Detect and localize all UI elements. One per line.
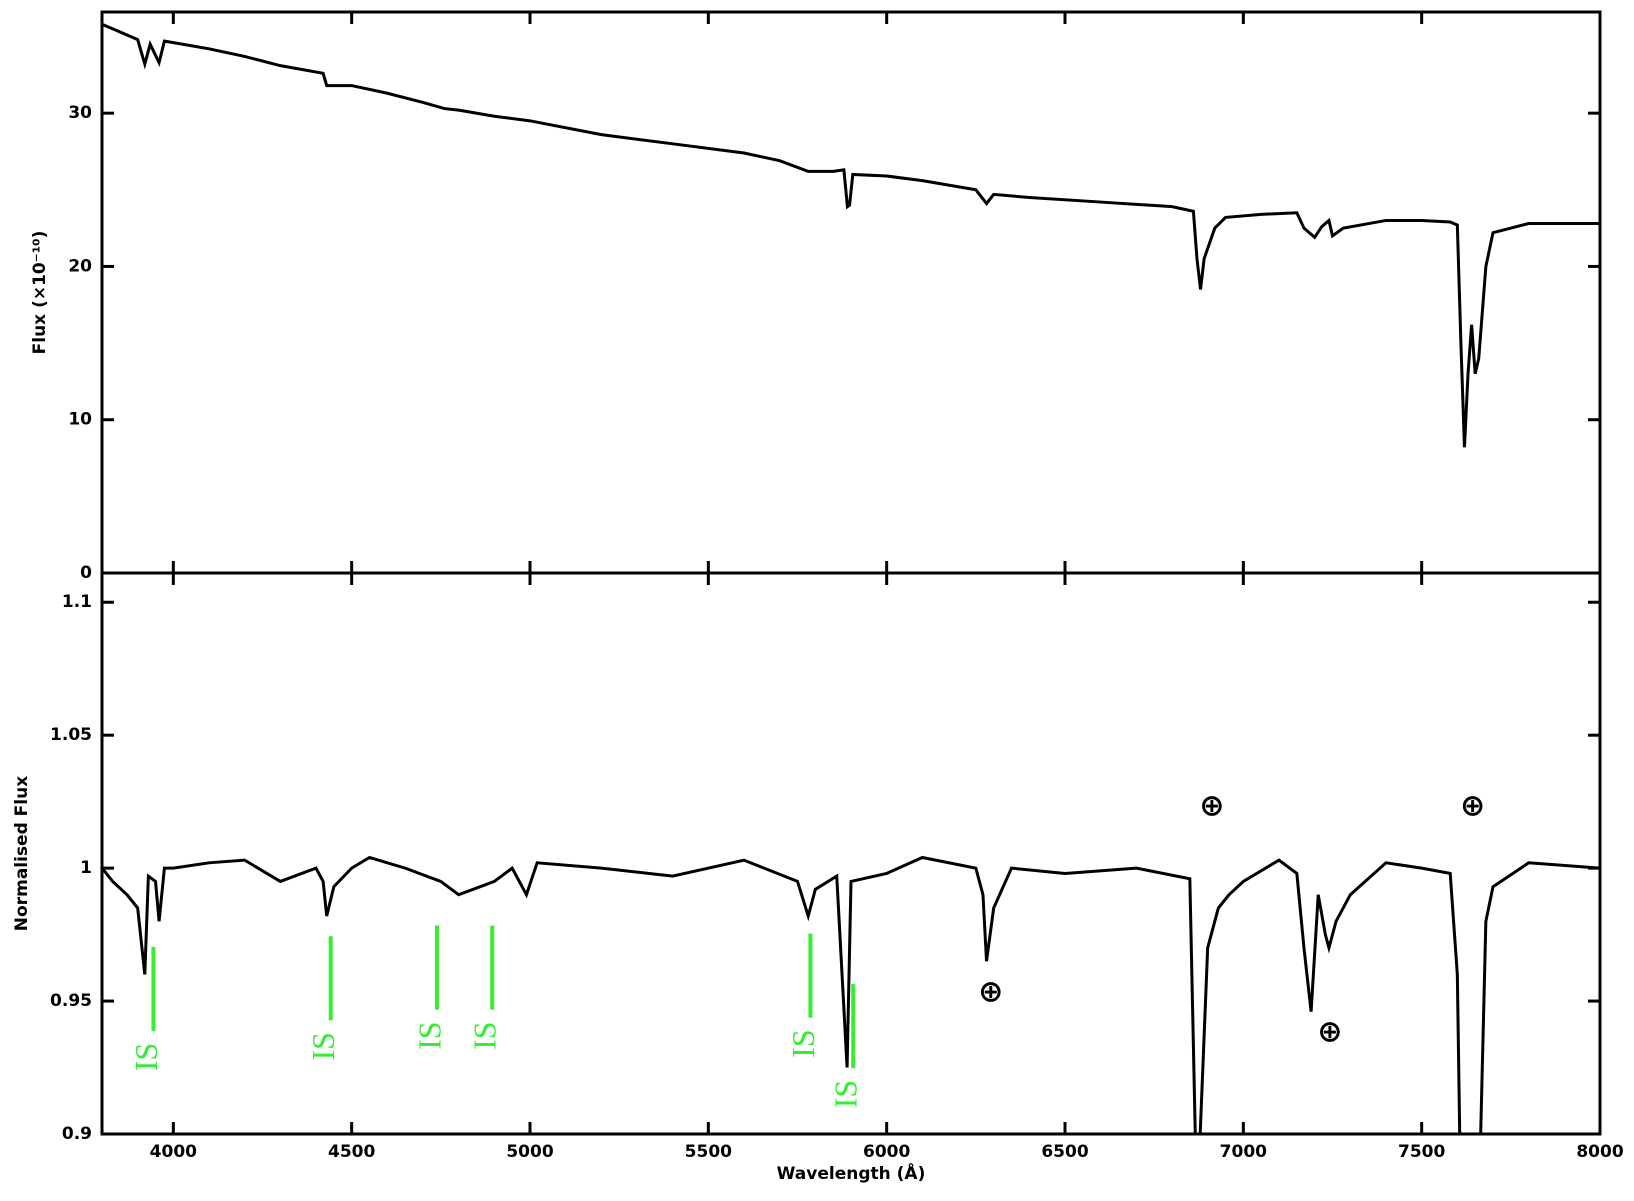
y-tick-label: 30 (68, 103, 92, 123)
annotation-marker (1329, 1031, 1332, 1034)
x-axis-label: Wavelength (Å) (777, 1161, 926, 1184)
y-tick-label: 10 (68, 410, 92, 430)
annotation-label: IS (785, 1029, 821, 1057)
y-axis-label: Flux (×10⁻¹⁰) (30, 231, 50, 355)
annotation-label: IS (411, 1021, 447, 1049)
spectrum-line (102, 855, 1600, 1134)
x-tick-label: 8000 (1576, 1142, 1623, 1162)
x-tick-label: 7500 (1398, 1142, 1445, 1162)
y-tick-label: 0 (80, 563, 92, 583)
y-tick-label: 1.1 (62, 592, 92, 612)
x-tick-label: 6500 (1041, 1142, 1088, 1162)
annotation-marker (989, 992, 992, 995)
annotation-label: IS (128, 1043, 164, 1071)
annotation-label: IS (467, 1021, 503, 1049)
annotation-label: IS (305, 1032, 341, 1060)
plot-frame (100, 10, 1602, 575)
x-tick-label: 7000 (1220, 1142, 1267, 1162)
annotation-label: ⊕ (978, 975, 1003, 1010)
annotation-label: ⊕ (1317, 1014, 1342, 1049)
y-tick-label: 0.9 (62, 1124, 92, 1144)
x-tick-label: 5500 (685, 1142, 732, 1162)
annotation-marker (1210, 805, 1213, 808)
annotation-marker (1471, 805, 1474, 808)
x-tick-label: 6000 (863, 1142, 910, 1162)
y-tick-label: 20 (68, 256, 92, 276)
annotation-label: ⊕ (1199, 788, 1224, 823)
y-tick-label: 1.05 (50, 725, 92, 745)
x-tick-label: 4500 (328, 1142, 375, 1162)
y-tick-label: 0.95 (50, 991, 92, 1011)
x-tick-label: 5000 (506, 1142, 553, 1162)
annotation-label: ⊕ (1460, 788, 1485, 823)
plot-frame (100, 571, 1602, 1136)
annotation-label: IS (828, 1080, 864, 1108)
y-axis-label: Normalised Flux (12, 776, 32, 931)
y-tick-label: 1 (80, 858, 92, 878)
x-tick-label: 4000 (150, 1142, 197, 1162)
spectrum-line (102, 22, 1600, 448)
